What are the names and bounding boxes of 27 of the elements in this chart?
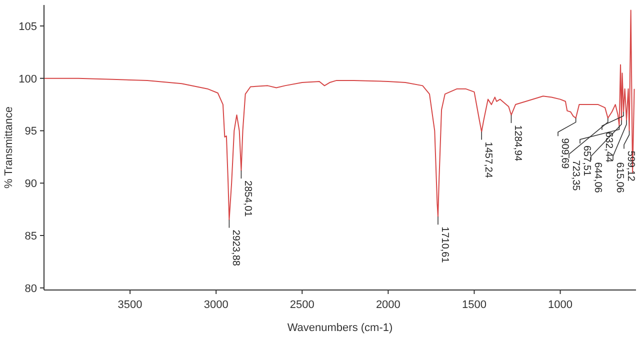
annotation: 632,44 xyxy=(603,132,614,163)
annotation: 1457,24 xyxy=(482,142,494,178)
y-tick-label: 90 xyxy=(24,178,37,190)
x-tick-label: 2500 xyxy=(290,299,314,311)
annotation: 644,06 xyxy=(592,162,603,194)
annotation: 2923,88 xyxy=(230,230,242,266)
x-axis-title: Wavenumbers (cm-1) xyxy=(287,322,393,334)
y-tick-label: 85 xyxy=(24,230,37,243)
y-axis-title: % Transmittance xyxy=(3,106,15,188)
annotation: 909,69 xyxy=(559,138,570,170)
y-tick-label: 105 xyxy=(18,20,37,33)
y-tick-label: 100 xyxy=(18,73,37,86)
x-tick-label: 3500 xyxy=(118,299,142,311)
x-tick-label: 1000 xyxy=(548,299,573,311)
annotation: 615,06 xyxy=(614,162,625,194)
annotation: 723,35 xyxy=(570,160,581,192)
annotation: 2854,01 xyxy=(242,180,254,218)
line-series xyxy=(44,10,635,220)
annotation: 1710,61 xyxy=(438,226,450,264)
annotation: 1284,94 xyxy=(512,125,524,162)
x-tick-label: 2000 xyxy=(376,299,400,311)
y-tick-label: 95 xyxy=(24,126,37,138)
x-tick-label: 3000 xyxy=(204,299,228,311)
y-tick-label: 80 xyxy=(24,282,37,295)
annotation: 599,12 xyxy=(625,150,636,182)
annotation: 657,51 xyxy=(581,145,592,177)
x-tick-label: 1500 xyxy=(462,299,486,311)
